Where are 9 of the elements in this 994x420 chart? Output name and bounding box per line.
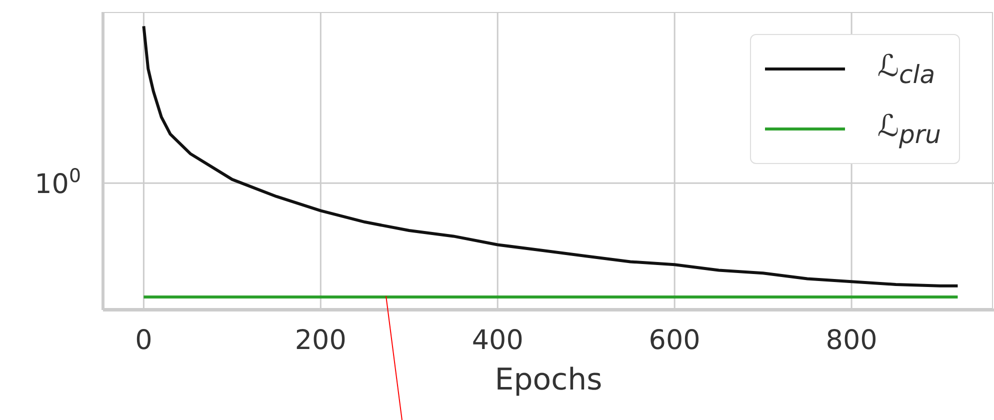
legend-label: ℒ$_{cla}$ — [877, 49, 936, 89]
ref-line-label: 10$^{0}$ — [34, 165, 81, 200]
x-tick-label: 0 — [135, 325, 152, 356]
x-tick-label: 800 — [826, 325, 878, 356]
legend-label: ℒ$_{pru}$ — [877, 109, 941, 149]
x-tick-label: 200 — [294, 325, 346, 356]
x-tick-label: 600 — [648, 325, 700, 356]
x-axis-title: Epochs — [494, 362, 602, 398]
x-tick-label: 400 — [472, 325, 524, 356]
